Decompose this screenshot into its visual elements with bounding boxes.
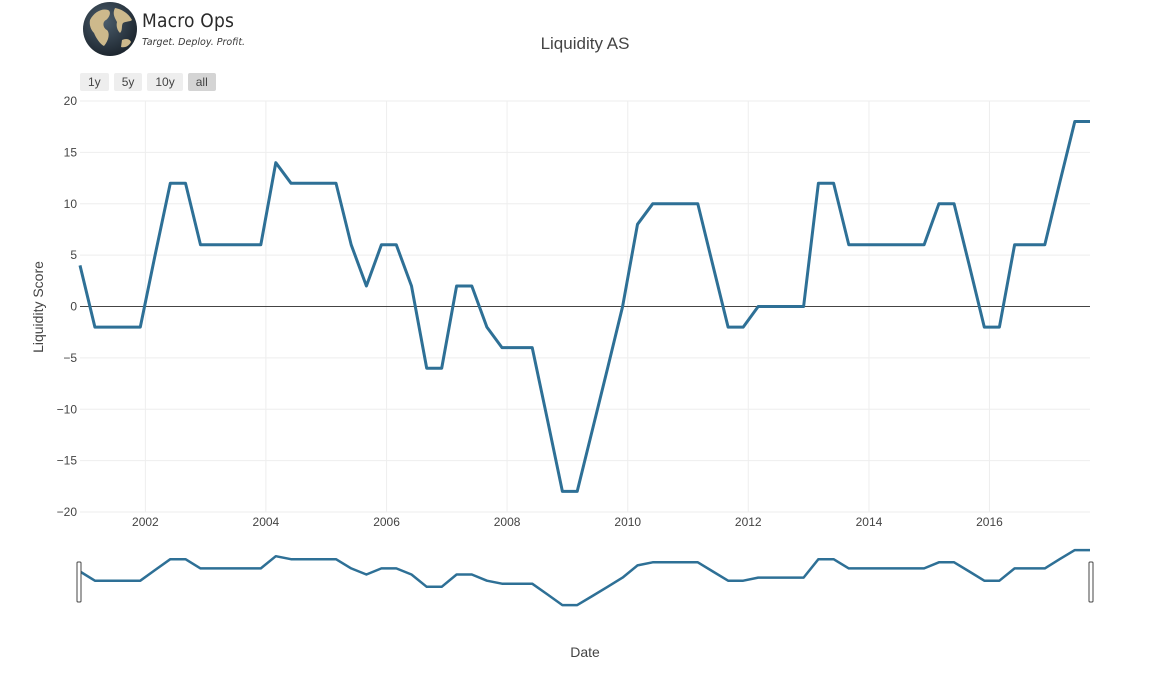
y-axis-ticks: 20 15 10 5 0 −5 −10 −15 −20 — [57, 94, 78, 519]
x-tick-label: 2016 — [976, 515, 1003, 529]
x-axis-label: Date — [570, 644, 600, 660]
x-tick-label: 2006 — [373, 515, 400, 529]
logo-tagline: Target. Deploy. Profit. — [142, 37, 246, 48]
series-layer — [78, 120, 1090, 493]
chart-title: Liquidity AS — [540, 34, 630, 53]
x-tick-label: 2004 — [253, 515, 280, 529]
y-tick-label: −10 — [57, 402, 78, 416]
range-slider-right-handle[interactable] — [1088, 561, 1094, 603]
x-tick-label: 2008 — [494, 515, 521, 529]
x-tick-label: 2014 — [856, 515, 883, 529]
range-slider-line — [79, 548, 1090, 607]
y-tick-label: 15 — [64, 145, 78, 159]
y-tick-label: −15 — [57, 454, 78, 468]
range-selector: 1y 5y 10y all — [80, 73, 216, 91]
series-line-liquidity — [78, 120, 1090, 493]
x-tick-label: 2012 — [735, 515, 762, 529]
range-slider[interactable] — [76, 548, 1094, 607]
x-tick-label: 2010 — [614, 515, 641, 529]
y-tick-label: 5 — [70, 248, 77, 262]
y-axis-label: Liquidity Score — [30, 261, 46, 353]
macro-ops-logo: Macro Ops Target. Deploy. Profit. — [80, 0, 250, 62]
range-slider-left-handle[interactable] — [76, 561, 82, 603]
y-tick-label: −5 — [63, 351, 77, 365]
logo-brand-name: Macro Ops — [142, 10, 235, 32]
y-tick-label: 0 — [70, 300, 77, 314]
range-button-1y[interactable]: 1y — [80, 73, 109, 91]
x-axis-ticks: 2002 2004 2006 2008 2010 2012 2014 2016 — [132, 515, 1003, 529]
x-tick-label: 2002 — [132, 515, 159, 529]
globe-logo-icon — [83, 2, 137, 56]
y-tick-label: 10 — [64, 197, 78, 211]
range-button-10y[interactable]: 10y — [147, 73, 183, 91]
y-tick-label: 20 — [64, 94, 78, 108]
range-button-all[interactable]: all — [187, 73, 216, 91]
range-button-5y[interactable]: 5y — [113, 73, 143, 91]
y-tick-label: −20 — [57, 505, 78, 519]
